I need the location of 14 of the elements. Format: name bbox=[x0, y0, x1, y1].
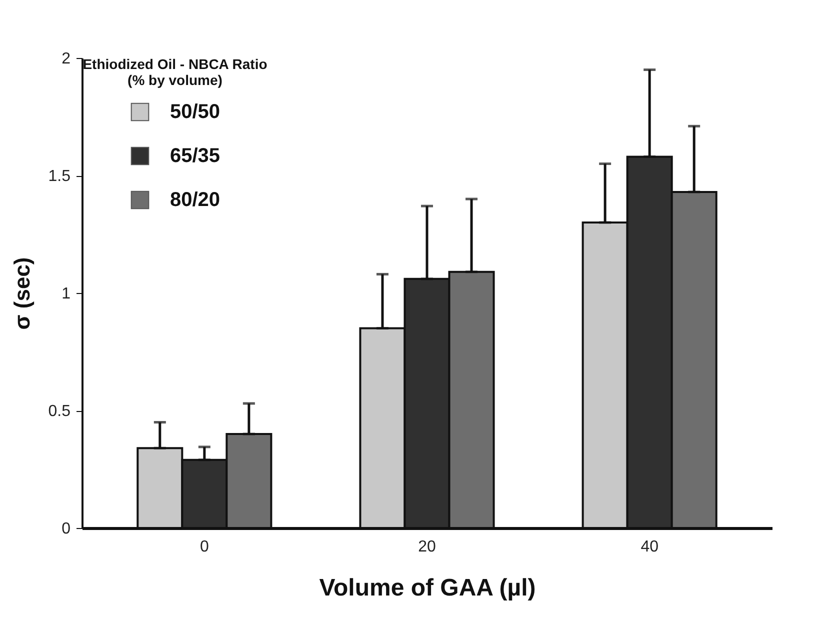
legend-label: 50/50 bbox=[170, 101, 220, 123]
legend-label: 65/35 bbox=[170, 145, 220, 167]
y-tick-label: 1 bbox=[62, 286, 71, 302]
legend-title: Ethiodized Oil - NBCA Ratio (% by volume) bbox=[82, 56, 268, 88]
x-tick-label: 20 bbox=[418, 538, 436, 556]
y-tick-label: 2 bbox=[62, 50, 71, 68]
y-tick-label: 0.5 bbox=[48, 403, 71, 420]
x-axis-title: Volume of GAA (µl) bbox=[319, 574, 536, 602]
x-tick-label: 40 bbox=[640, 538, 659, 556]
y-axis-title: σ (sec) bbox=[9, 257, 34, 330]
legend-label: 80/20 bbox=[170, 189, 220, 211]
x-tick-label: 0 bbox=[200, 538, 209, 556]
y-tick-label: 0 bbox=[62, 520, 71, 538]
y-tick-label: 1.5 bbox=[48, 168, 71, 185]
